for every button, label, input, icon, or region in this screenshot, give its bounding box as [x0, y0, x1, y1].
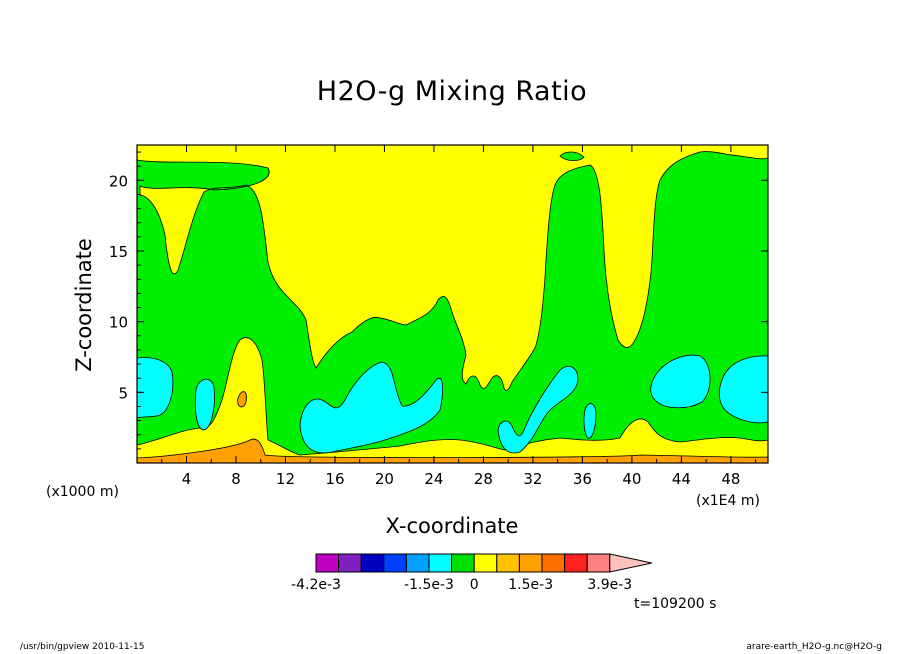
contour-region-orange	[137, 438, 768, 463]
x-tick-label: 4	[182, 470, 192, 488]
contour-fill-group	[137, 145, 768, 463]
x-multiplier-label: (x1000 m)	[46, 484, 119, 500]
y-tick-label: 10	[109, 314, 128, 332]
x-tick-label: 32	[523, 470, 542, 488]
contour-region-cyan	[650, 354, 711, 409]
y-axis: 5 10 15 20	[109, 151, 768, 450]
colorbar-swatch	[405, 553, 430, 573]
plot-frame	[136, 144, 769, 464]
colorbar-swatch	[428, 553, 453, 573]
colorbar-swatch	[473, 553, 498, 573]
colorbar-swatch	[315, 553, 340, 573]
contour-region-green	[137, 151, 768, 463]
contour-region-orange-spot	[237, 391, 247, 408]
colorbar-label: -1.5e-3	[404, 577, 454, 593]
x-tick-label: 36	[573, 470, 592, 488]
colorbar-label: 1.5e-3	[508, 577, 553, 593]
y-tick-label: 5	[118, 384, 128, 402]
x-tick-label: 48	[721, 470, 740, 488]
x-tick-label: 16	[325, 470, 344, 488]
time-label: t=109200 s	[634, 596, 717, 612]
x-axis-label: X-coordinate	[385, 514, 519, 538]
contour-region-cyan	[137, 357, 174, 419]
footer-left: /usr/bin/gpview 2010-11-15	[20, 642, 145, 652]
y-tick-label: 15	[109, 243, 128, 261]
contour-region-yellow-bottom	[137, 337, 768, 463]
colorbar-swatch	[518, 553, 543, 573]
contour-region-cyan	[194, 378, 215, 431]
colorbar-swatch	[496, 553, 520, 573]
contour-region-cyan	[299, 361, 444, 454]
colorbar-label: -4.2e-3	[291, 577, 341, 593]
colorbar-arrow	[609, 553, 652, 573]
colorbar-swatch	[383, 553, 407, 573]
colorbar: -4.2e-3 -1.5e-3 0 1.5e-3 3.9e-3	[291, 553, 652, 593]
contour-region-cyan	[583, 403, 597, 439]
x-tick-label: 8	[231, 470, 241, 488]
footer-right: arare-earth_H2O-g.nc@H2O-g	[746, 642, 882, 652]
contour-region-green-top	[559, 151, 585, 162]
x-unit-label: (x1E4 m)	[696, 493, 760, 509]
colorbar-swatch	[338, 553, 362, 573]
x-tick-label: 12	[276, 470, 295, 488]
x-tick-label: 40	[622, 470, 641, 488]
contour-region-cyan	[497, 366, 579, 454]
colorbar-swatch	[564, 553, 588, 573]
colorbar-label: 3.9e-3	[587, 577, 632, 593]
colorbar-swatch	[541, 553, 566, 573]
chart-title: H2O-g Mixing Ratio	[316, 76, 588, 107]
y-tick-label: 20	[109, 172, 128, 190]
x-tick-label: 44	[672, 470, 691, 488]
colorbar-swatch	[586, 553, 611, 573]
x-tick-label: 24	[424, 470, 443, 488]
contour-region-cyan	[718, 355, 768, 424]
x-tick-label: 20	[375, 470, 394, 488]
colorbar-swatch	[360, 553, 385, 573]
colorbar-swatch	[451, 553, 475, 573]
x-tick-label: 28	[474, 470, 493, 488]
colorbar-label: 0	[470, 577, 479, 593]
x-axis: 4 8 12 16 20 24 28 32 36 40 44 48	[161, 145, 757, 488]
